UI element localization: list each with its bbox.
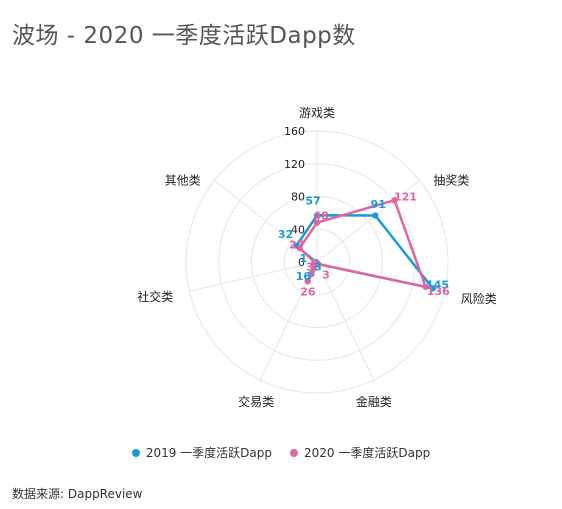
data-point-0-1 [372, 212, 379, 219]
tick-label-40: 40 [291, 223, 305, 236]
axis-label-2: 风险类 [461, 291, 497, 306]
data-label-1-1: 121 [394, 191, 417, 204]
tick-label-80: 80 [291, 191, 305, 204]
data-source-note: 数据来源: DappReview [12, 487, 143, 501]
data-label-0-2: 145 [426, 278, 449, 291]
data-label-0-6: 32 [278, 228, 293, 241]
data-point-1-0 [313, 219, 321, 226]
spoke-1 [316, 179, 420, 263]
tick-label-0: 0 [298, 256, 305, 269]
axis-label-4: 交易类 [238, 394, 274, 409]
legend-item-2020[interactable]: 2020 一季度活跃Dapp [290, 444, 430, 461]
data-label-1-3: 3 [322, 268, 330, 281]
axis-label-1: 抽奖类 [433, 173, 469, 187]
tick-label-160: 160 [284, 125, 305, 138]
data-label-0-4: 16 [296, 270, 312, 283]
spoke-5 [189, 261, 318, 292]
data-label-0-3: 3 [314, 260, 322, 273]
data-point-1-5 [311, 259, 318, 266]
data-point-0-0 [313, 212, 321, 219]
data-label-1-6: 27 [289, 239, 304, 252]
data-point-1-1 [391, 197, 398, 204]
axis-label-6: 其他类 [165, 173, 201, 187]
data-point-1-2 [422, 283, 429, 290]
data-label-1-0: 48 [313, 210, 328, 223]
data-label-0-0: 57 [305, 194, 320, 207]
legend-item-2019[interactable]: 2019 一季度活跃Dapp [131, 444, 272, 461]
data-label-1-4: 26 [300, 285, 316, 298]
chart-title: 波场 - 2020 一季度活跃Dapp数 [12, 23, 356, 49]
series-line-1 [298, 198, 427, 289]
data-label-1-2: 136 [427, 285, 450, 298]
axis-label-5: 社交类 [137, 289, 173, 304]
legend-label-2019: 2019 一季度活跃Dapp [145, 446, 272, 460]
chart-legend: 2019 一季度活跃Dapp 2020 一季度活跃Dapp [0, 444, 562, 461]
axis-label-0: 游戏类 [299, 106, 335, 120]
data-label-1-5: 3 [306, 261, 314, 274]
axis-label-3: 金融类 [356, 394, 392, 409]
data-label-0-5: 1 [300, 252, 308, 265]
legend-marker-2020 [290, 448, 298, 457]
legend-label-2020: 2020 一季度活跃Dapp [304, 446, 431, 460]
data-label-0-1: 91 [371, 198, 386, 211]
tick-label-120: 120 [284, 158, 305, 171]
data-point-1-4 [304, 277, 311, 285]
legend-marker-2019 [131, 448, 140, 457]
data-point-1-6 [296, 245, 303, 252]
data-point-0-2 [429, 285, 436, 292]
spoke-3 [316, 261, 375, 381]
